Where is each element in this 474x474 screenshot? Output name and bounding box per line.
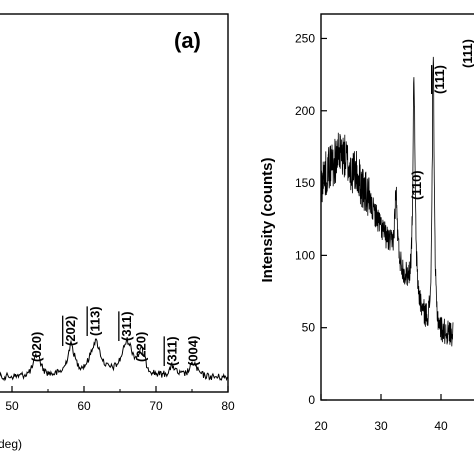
panel-label-a: (a): [174, 28, 201, 53]
series-line-a: [0, 337, 229, 382]
y-tick-label-b: 50: [302, 321, 316, 335]
y-tick-label-b: 100: [295, 248, 315, 262]
y-tick-label-b: 0: [308, 393, 315, 407]
peak-label-b: (110): [409, 170, 424, 200]
y-tick-label-b: 150: [295, 176, 315, 190]
x-tick-label-b: 40: [434, 419, 448, 433]
x-tick-label-a: 60: [77, 399, 91, 413]
y-tick-label-b: 200: [295, 104, 315, 118]
peak-label-a: (311): [119, 311, 134, 341]
x-axis-title-a: deg): [0, 437, 22, 451]
peak-label-a: (004): [185, 336, 200, 366]
peak-label-a: (113): [88, 306, 103, 336]
panel-b-frame: [320, 13, 474, 401]
peak-label-a: (202): [63, 316, 78, 346]
peak-label-b: (111): [432, 65, 447, 94]
x-tick-label-a: 80: [221, 399, 235, 413]
panel-a-frame: [0, 13, 229, 393]
series-line-b: [320, 56, 454, 347]
x-tick-label-a: 50: [5, 399, 19, 413]
x-tick-label-a: 70: [149, 399, 163, 413]
y-axis-title-b: Intensity (counts): [259, 157, 276, 282]
peak-label-b: (111): [460, 39, 474, 68]
x-tick-label-b: 30: [374, 419, 388, 433]
peak-label-a: (311): [165, 336, 180, 366]
y-tick-label-b: 250: [295, 31, 315, 45]
peak-label-a: (220): [134, 332, 149, 362]
peak-label-a: (020): [29, 332, 44, 362]
x-tick-label-b: 20: [314, 419, 328, 433]
